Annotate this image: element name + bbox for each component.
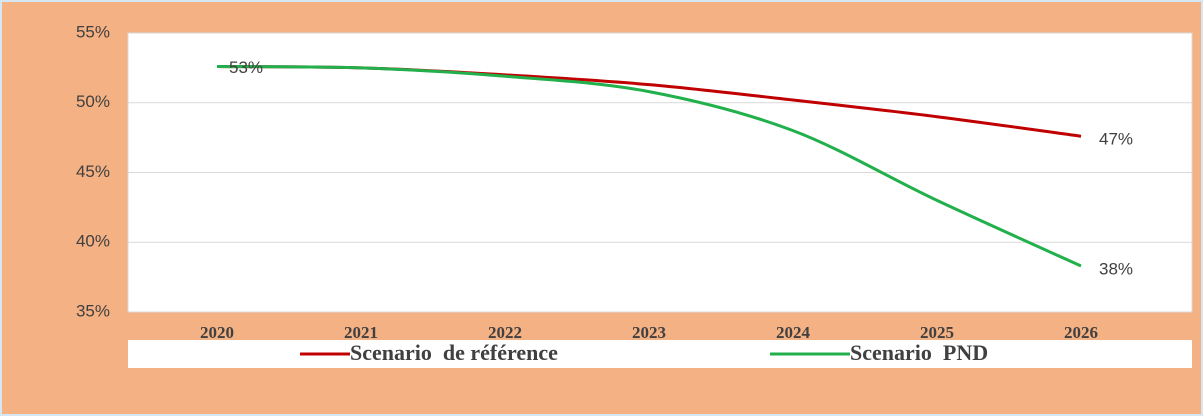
y-tick-label: 50% (76, 92, 110, 111)
x-tick-label: 2022 (488, 323, 522, 342)
x-tick-label: 2024 (776, 323, 811, 342)
x-tick-label: 2020 (200, 323, 234, 342)
data-label: 38% (1099, 259, 1133, 278)
x-tick-label: 2023 (632, 323, 666, 342)
y-tick-label: 55% (76, 22, 110, 41)
x-tick-label: 2021 (344, 323, 378, 342)
x-tick-label: 2026 (1064, 323, 1098, 342)
y-tick-label: 40% (76, 232, 110, 251)
x-tick-label: 2025 (920, 323, 954, 342)
y-tick-label: 45% (76, 162, 110, 181)
legend-label: Scenario de référence (350, 340, 558, 365)
series-line (216, 64, 1082, 268)
data-label: 53% (229, 58, 263, 77)
data-label: 47% (1099, 130, 1133, 149)
legend-label: Scenario PND (850, 340, 988, 365)
legend-box (128, 340, 1192, 368)
y-tick-label: 35% (76, 301, 110, 320)
